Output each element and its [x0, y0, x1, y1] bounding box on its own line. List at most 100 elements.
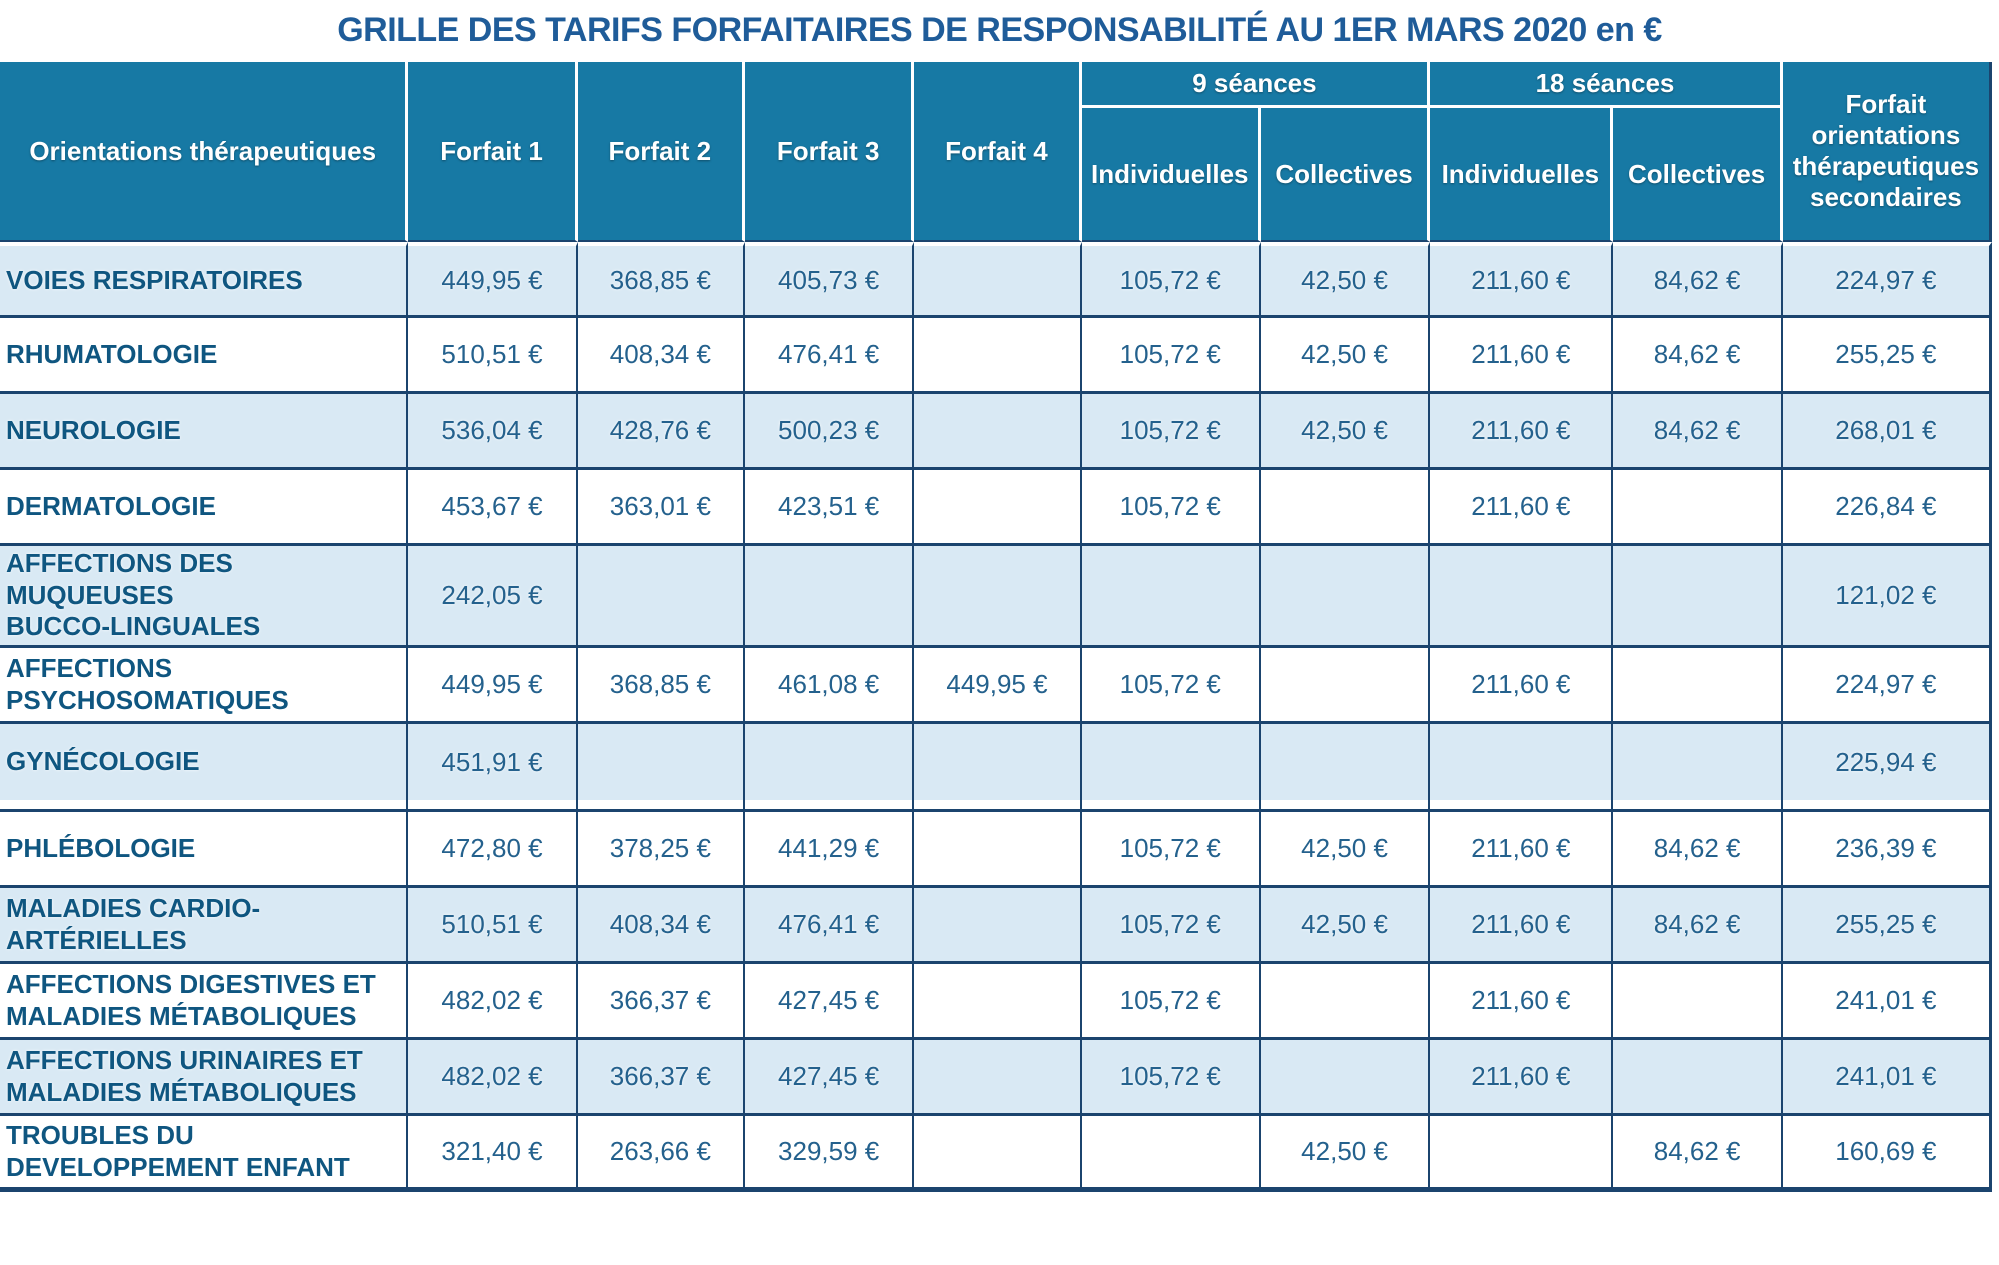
- table-row: DERMATOLOGIE 453,67 €363,01 €423,51 € 105,…: [0, 470, 1992, 546]
- value-cell-forfait4: [914, 1040, 1082, 1117]
- header-forfait-2: Forfait 2: [577, 62, 745, 242]
- value-cell-forfait_secondaires: 236,39 €: [1782, 812, 1992, 889]
- value-cell-individuelles9: 105,72 €: [1081, 648, 1261, 725]
- value-cell-forfait3: [745, 546, 915, 649]
- row-label: AFFECTIONS DES MUQUEUSES BUCCO-LINGUALES: [0, 546, 409, 649]
- value-cell-individuelles18: 211,60 €: [1430, 1040, 1614, 1117]
- value-cell-collectives18: [1613, 470, 1783, 546]
- value-cell-collectives9: [1260, 724, 1431, 801]
- table-row: AFFECTIONS PSYCHOSOMATIQUES 449,95 €368,8…: [0, 648, 1992, 725]
- value-cell-forfait1: 536,04 €: [408, 394, 578, 470]
- value-cell-forfait2: [577, 546, 745, 649]
- value-cell-forfait1: 482,02 €: [408, 1040, 578, 1117]
- value-cell-forfait1: 510,51 €: [408, 318, 578, 394]
- header-18-seances: 18 séances: [1430, 62, 1783, 108]
- value-cell-collectives9: [1260, 470, 1431, 546]
- value-cell-forfait_secondaires: 241,01 €: [1782, 1040, 1992, 1117]
- value-cell-individuelles18: 211,60 €: [1430, 648, 1614, 725]
- value-cell-forfait_secondaires: 160,69 €: [1782, 1116, 1992, 1193]
- value-cell-forfait3: 476,41 €: [745, 318, 915, 394]
- header-collectives-9: Collectives: [1260, 108, 1431, 242]
- value-cell-forfait4: [914, 318, 1082, 394]
- value-cell-collectives18: [1613, 964, 1783, 1041]
- value-cell-forfait2: 408,34 €: [577, 318, 745, 394]
- value-cell-forfait_secondaires: 226,84 €: [1782, 470, 1992, 546]
- value-cell-forfait2: 263,66 €: [577, 1116, 745, 1193]
- spacer-cell: [914, 800, 1082, 813]
- table-row: TROUBLES DU DEVELOPPEMENT ENFANT 321,40 €…: [0, 1116, 1992, 1193]
- header-9-seances: 9 séances: [1081, 62, 1431, 108]
- table-body: VOIES RESPIRATOIRES 449,95 €368,85 €405,7…: [0, 242, 1992, 1193]
- value-cell-forfait3: 329,59 €: [745, 1116, 915, 1193]
- value-cell-forfait_secondaires: 255,25 €: [1782, 888, 1992, 965]
- value-cell-forfait2: 366,37 €: [577, 964, 745, 1041]
- value-cell-collectives9: 42,50 €: [1260, 394, 1431, 470]
- value-cell-collectives18: [1613, 546, 1783, 649]
- value-cell-individuelles18: 211,60 €: [1430, 318, 1614, 394]
- value-cell-individuelles18: 211,60 €: [1430, 888, 1614, 965]
- value-cell-forfait_secondaires: 121,02 €: [1782, 546, 1992, 649]
- value-cell-forfait1: 449,95 €: [408, 242, 578, 318]
- value-cell-individuelles9: 105,72 €: [1081, 318, 1261, 394]
- row-label: RHUMATOLOGIE: [0, 318, 409, 394]
- table-row: AFFECTIONS URINAIRES ET MALADIES MÉTABOL…: [0, 1040, 1992, 1117]
- header-forfait-4: Forfait 4: [914, 62, 1082, 242]
- value-cell-individuelles18: [1430, 724, 1614, 801]
- value-cell-collectives9: [1260, 546, 1431, 649]
- value-cell-individuelles18: 211,60 €: [1430, 470, 1614, 546]
- value-cell-forfait3: 476,41 €: [745, 888, 915, 965]
- row-label: MALADIES CARDIO- ARTÉRIELLES: [0, 888, 409, 965]
- value-cell-forfait1: 453,67 €: [408, 470, 578, 546]
- table-row: PHLÉBOLOGIE 472,80 €378,25 €441,29 € 105,7…: [0, 812, 1992, 889]
- value-cell-forfait2: [577, 724, 745, 801]
- header-individuelles-9: Individuelles: [1081, 108, 1261, 242]
- value-cell-forfait1: 472,80 €: [408, 812, 578, 889]
- value-cell-collectives9: [1260, 964, 1431, 1041]
- value-cell-individuelles18: 211,60 €: [1430, 242, 1614, 318]
- value-cell-forfait1: 321,40 €: [408, 1116, 578, 1193]
- value-cell-collectives9: 42,50 €: [1260, 812, 1431, 889]
- value-cell-individuelles9: 105,72 €: [1081, 242, 1261, 318]
- value-cell-collectives9: 42,50 €: [1260, 318, 1431, 394]
- table-row: VOIES RESPIRATOIRES 449,95 €368,85 €405,7…: [0, 242, 1992, 318]
- value-cell-forfait4: 449,95 €: [914, 648, 1082, 725]
- value-cell-forfait2: 363,01 €: [577, 470, 745, 546]
- value-cell-collectives18: 84,62 €: [1613, 1116, 1783, 1193]
- value-cell-forfait1: 510,51 €: [408, 888, 578, 965]
- spacer-cell: [0, 800, 409, 813]
- row-label: AFFECTIONS URINAIRES ET MALADIES MÉTABOL…: [0, 1040, 409, 1117]
- value-cell-collectives9: [1260, 648, 1431, 725]
- value-cell-forfait3: 427,45 €: [745, 1040, 915, 1117]
- row-label: AFFECTIONS DIGESTIVES ET MALADIES MÉTABO…: [0, 964, 409, 1041]
- value-cell-forfait2: 428,76 €: [577, 394, 745, 470]
- value-cell-forfait_secondaires: 255,25 €: [1782, 318, 1992, 394]
- table-row: MALADIES CARDIO- ARTÉRIELLES 510,51 €408,…: [0, 888, 1992, 965]
- value-cell-individuelles9: [1081, 724, 1261, 801]
- value-cell-forfait_secondaires: 241,01 €: [1782, 964, 1992, 1041]
- value-cell-forfait3: 441,29 €: [745, 812, 915, 889]
- value-cell-forfait3: 500,23 €: [745, 394, 915, 470]
- value-cell-collectives18: 84,62 €: [1613, 394, 1783, 470]
- value-cell-individuelles18: [1430, 1116, 1614, 1193]
- row-label: GYNÉCOLOGIE: [0, 724, 409, 801]
- value-cell-forfait3: 423,51 €: [745, 470, 915, 546]
- tariff-table: Orientations thérapeutiques Forfait 1 Fo…: [0, 62, 1992, 1193]
- header-forfait-1: Forfait 1: [408, 62, 578, 242]
- header-collectives-18: Collectives: [1613, 108, 1783, 242]
- value-cell-forfait3: 461,08 €: [745, 648, 915, 725]
- value-cell-forfait2: 368,85 €: [577, 648, 745, 725]
- table-row: AFFECTIONS DIGESTIVES ET MALADIES MÉTABO…: [0, 964, 1992, 1041]
- table-header: Orientations thérapeutiques Forfait 1 Fo…: [0, 62, 1992, 242]
- value-cell-forfait4: [914, 964, 1082, 1041]
- value-cell-forfait2: 408,34 €: [577, 888, 745, 965]
- value-cell-forfait4: [914, 888, 1082, 965]
- value-cell-collectives18: 84,62 €: [1613, 318, 1783, 394]
- value-cell-forfait3: [745, 724, 915, 801]
- value-cell-individuelles9: 105,72 €: [1081, 964, 1261, 1041]
- value-cell-individuelles18: 211,60 €: [1430, 394, 1614, 470]
- value-cell-individuelles18: 211,60 €: [1430, 812, 1614, 889]
- row-label: PHLÉBOLOGIE: [0, 812, 409, 889]
- value-cell-collectives9: 42,50 €: [1260, 1116, 1431, 1193]
- value-cell-individuelles9: 105,72 €: [1081, 470, 1261, 546]
- spacer-cell: [577, 800, 745, 813]
